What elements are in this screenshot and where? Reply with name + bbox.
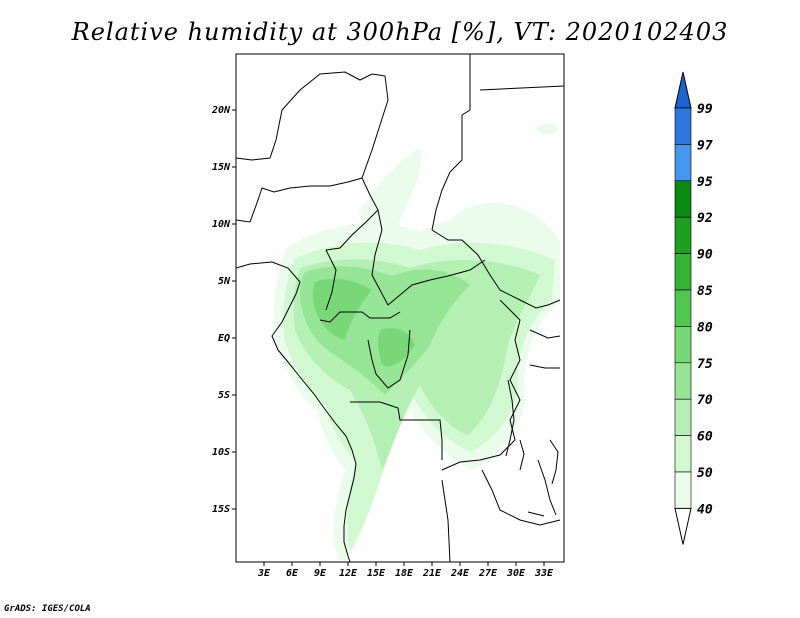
lat-tick-label: 5N [218,276,231,287]
colorbar-level-label: 80 [697,320,713,335]
colorbar-segment [674,253,692,291]
credit-label: GrADS: IGES/COLA [4,604,91,614]
lat-tick-label: 5S [218,390,230,401]
colorbar-level-label: 97 [697,138,713,153]
lon-tick-label: 18E [395,568,414,579]
colorbar-segment [674,289,692,327]
country-borders [236,54,564,562]
map-title: Relative humidity at 300hPa [%], VT: 202… [71,18,729,46]
colorbar-segment [674,326,692,364]
lon-tick-label: 21E [422,568,442,579]
colorbar: 99 97 95 92 90 85 80 75 70 60 50 40 [674,71,713,545]
colorbar-bottom-triangle [674,507,692,545]
lon-tick-label: 24E [450,568,470,579]
lat-tick-label: 15N [212,162,231,173]
colorbar-level-label: 70 [697,393,713,408]
colorbar-level-label: 40 [697,502,713,517]
colorbar-segment [674,398,692,436]
lon-tick-label: 15E [367,568,386,579]
colorbar-level-label: 85 [697,284,713,299]
colorbar-level-label: 60 [697,430,713,445]
humidity-fields [273,123,560,561]
colorbar-segment [674,144,692,182]
colorbar-level-label: 99 [697,102,713,117]
colorbar-segment [674,362,692,400]
lon-tick-label: 30E [506,568,526,579]
colorbar-level-label: 90 [697,248,713,263]
latitude-axis: 20N 15N 10N 5N EQ 5S 10S 15S [211,105,236,515]
lon-tick-label: 27E [478,568,498,579]
lat-tick-label: 10N [212,219,231,230]
lon-tick-label: 9E [314,568,327,579]
colorbar-top-triangle [674,71,692,109]
lon-tick-label: 6E [286,568,299,579]
coastline [236,261,357,562]
lat-tick-label: EQ [218,333,230,344]
lon-tick-label: 33E [534,568,554,579]
lat-tick-label: 10S [212,447,230,458]
colorbar-level-label: 95 [697,175,713,190]
colorbar-segment [674,107,692,145]
lon-tick-label: 3E [257,568,271,579]
humidity-region-75-80-east [378,328,415,367]
longitude-axis: 3E 6E 9E 12E 15E 18E 21E 24E 27E 30E 33E [257,562,554,579]
colorbar-segment [674,216,692,254]
lat-tick-label: 15S [212,504,230,515]
colorbar-segment [674,180,692,218]
lat-tick-label: 20N [211,105,231,116]
colorbar-level-label: 50 [697,466,713,481]
humidity-region-40-50-far-ne [535,123,558,135]
colorbar-segment [674,435,692,473]
map-frame [235,53,565,563]
lon-tick-label: 12E [339,568,358,579]
colorbar-level-label: 75 [697,357,713,372]
colorbar-level-label: 92 [697,211,713,226]
humidity-region-40-50-ne [450,203,560,248]
humidity-region-40-50-north [360,148,421,235]
humidity-region-75-80 [312,278,372,340]
colorbar-segment [674,471,692,509]
